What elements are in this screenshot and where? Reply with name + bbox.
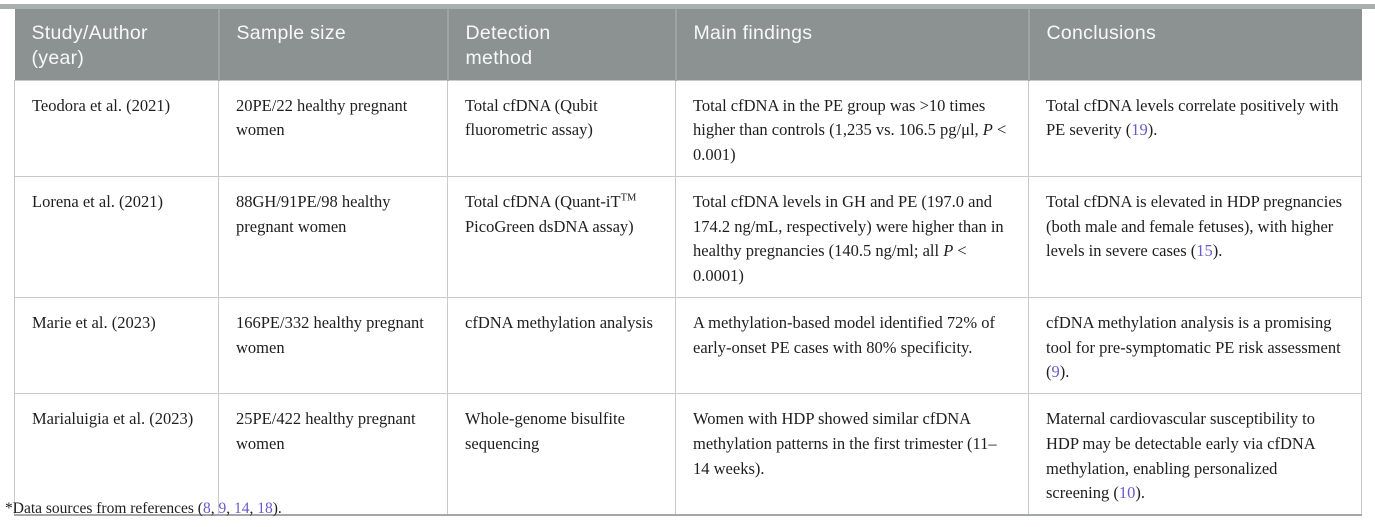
cell-sample-size: 166PE/332 healthy pregnant women (218, 296, 448, 395)
studies-table: Study/Author (year) Sample size Detectio… (14, 9, 1362, 517)
table-body: Teodora et al. (2021) 20PE/22 healthy pre… (14, 79, 1362, 517)
reference-link[interactable]: 18 (257, 500, 273, 517)
text-segment: Lorena et al. (2021) (32, 191, 164, 211)
header-row: Study/Author (year) Sample size Detectio… (14, 9, 1362, 81)
cell-detection-method: Total cfDNA (Qubit fluorometric assay) (447, 79, 676, 177)
reference-link[interactable]: 9 (218, 500, 227, 517)
reference-link[interactable]: 8 (202, 500, 211, 517)
text-segment: , (226, 500, 234, 517)
cell-detection-method: Whole-genome bisulfite sequencing (447, 393, 676, 517)
table-row: Marie et al. (2023) 166PE/332 healthy pre… (14, 296, 1362, 395)
cell-detection-method: cfDNA methylation analysis (447, 296, 676, 395)
text-segment: Women with HDP showed similar cfDNA meth… (693, 409, 997, 478)
reference-link[interactable]: 9 (1051, 362, 1060, 382)
text-segment: TM (620, 192, 637, 204)
cell-conclusions: Total cfDNA levels correlate positively … (1028, 79, 1362, 177)
cell-study: Teodora et al. (2021) (14, 79, 219, 177)
reference-link[interactable]: 15 (1196, 241, 1213, 261)
text-segment: cfDNA methylation analysis is a promisin… (1046, 312, 1341, 382)
table-header: Study/Author (year) Sample size Detectio… (14, 9, 1362, 81)
cell-conclusions: Total cfDNA is elevated in HDP pregnanci… (1028, 175, 1362, 298)
table-row: Teodora et al. (2021) 20PE/22 healthy pre… (14, 79, 1362, 177)
cell-sample-size: 20PE/22 healthy pregnant women (218, 79, 448, 177)
reference-link[interactable]: 19 (1131, 120, 1148, 140)
column-header-sample-size: Sample size (217, 9, 448, 81)
text-segment: Marie et al. (2023) (32, 312, 156, 332)
text-segment: Teodora et al. (2021) (32, 95, 171, 115)
top-rule (0, 4, 1375, 9)
cell-sample-size: 88GH/91PE/98 healthy pregnant women (218, 175, 448, 298)
text-segment: , (210, 500, 219, 517)
reference-link[interactable]: 14 (233, 500, 250, 517)
text-segment: ). (1147, 120, 1158, 140)
cell-sample-size: 25PE/422 healthy pregnant women (218, 393, 448, 517)
cell-detection-method: Total cfDNA (Quant-iTTM PicoGreen dsDNA … (447, 175, 676, 298)
text-segment: ). (1212, 241, 1223, 261)
cell-main-findings: Women with HDP showed similar cfDNA meth… (675, 393, 1029, 517)
reference-link[interactable]: 10 (1118, 483, 1136, 503)
cell-conclusions: Maternal cardiovascular susceptibility t… (1028, 393, 1362, 517)
text-segment: Marialuigia et al. (2023) (32, 409, 194, 429)
cell-study: Marialuigia et al. (2023) (14, 393, 219, 517)
text-segment: 25PE/422 healthy pregnant women (236, 409, 416, 453)
column-header-study: Study/Author (year) (14, 9, 219, 81)
text-segment: PicoGreen dsDNA assay) (465, 216, 634, 236)
text-segment: ). (272, 500, 282, 517)
cell-main-findings: A methylation-based model identified 72%… (675, 296, 1029, 395)
table-row: Lorena et al. (2021) 88GH/91PE/98 healthy… (14, 175, 1362, 298)
text-segment: Whole-genome bisulfite sequencing (465, 409, 625, 453)
text-segment: *Data sources from references ( (5, 500, 203, 517)
text-segment: Total cfDNA is elevated in HDP pregnanci… (1046, 191, 1343, 261)
text-segment: cfDNA methylation analysis (465, 312, 653, 332)
text-segment: < 0.001) (693, 120, 1007, 165)
text-segment: 20PE/22 healthy pregnant women (236, 95, 408, 140)
table-row: Marialuigia et al. (2023) 25PE/422 health… (14, 393, 1362, 517)
text-segment: Total cfDNA (Quant-iT (465, 191, 621, 211)
text-segment: < 0.0001) (693, 241, 967, 286)
text-segment: 166PE/332 healthy pregnant women (236, 312, 424, 357)
text-segment: ). (1059, 362, 1070, 382)
column-header-main-findings: Main findings (674, 9, 1029, 81)
text-segment: Total cfDNA (Qubit fluorometric assay) (465, 95, 598, 140)
text-segment: Total cfDNA in the PE group was >10 time… (693, 95, 986, 140)
text-segment: Total cfDNA levels in GH and PE (197.0 a… (693, 191, 1004, 261)
cell-main-findings: Total cfDNA levels in GH and PE (197.0 a… (675, 175, 1029, 298)
column-header-detection-method: Detection method (446, 9, 676, 81)
cell-conclusions: cfDNA methylation analysis is a promisin… (1028, 296, 1362, 395)
text-segment: Total cfDNA levels correlate positively … (1046, 95, 1339, 140)
footnote: *Data sources from references (8, 9, 14,… (5, 500, 282, 518)
text-segment: 88GH/91PE/98 healthy pregnant women (236, 191, 391, 236)
cell-study: Lorena et al. (2021) (14, 175, 219, 298)
text-segment: P (982, 120, 993, 140)
text-segment: ). (1135, 483, 1145, 503)
cell-study: Marie et al. (2023) (14, 296, 219, 395)
text-segment: , (249, 500, 258, 517)
text-segment: P (943, 241, 954, 261)
cell-main-findings: Total cfDNA in the PE group was >10 time… (675, 79, 1029, 177)
column-header-conclusions: Conclusions (1027, 9, 1362, 81)
text-segment: A methylation-based model identified 72%… (693, 312, 995, 357)
text-segment: Maternal cardiovascular susceptibility t… (1046, 409, 1315, 503)
